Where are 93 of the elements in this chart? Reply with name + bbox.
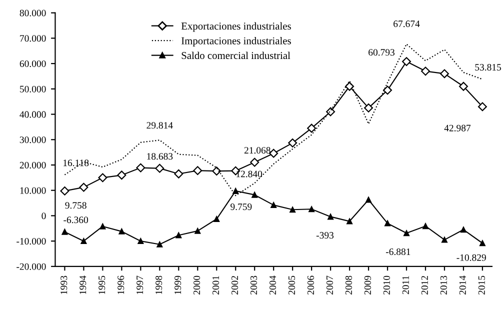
x-tick-label: 2004 [269, 276, 276, 294]
annotation: 12.840 [236, 170, 262, 178]
y-tick-label: 20.000 [20, 162, 46, 169]
point [288, 138, 298, 148]
point [326, 107, 336, 116]
point [176, 232, 182, 238]
x-tick-label: 2010 [383, 276, 390, 294]
point [308, 206, 315, 212]
annotation: -10.829 [456, 254, 486, 261]
point [442, 236, 448, 243]
y-tick-label: 70.000 [20, 35, 46, 42]
point [232, 188, 239, 194]
legend-label: Importaciones industriales [181, 36, 291, 46]
y-tick-label: 30.000 [20, 136, 46, 144]
point [402, 57, 411, 66]
x-tick-label: 2008 [345, 276, 352, 294]
x-tick-label: 1995 [98, 276, 106, 294]
point [307, 124, 316, 133]
point [194, 228, 201, 234]
point [479, 240, 486, 246]
annotation: 42.987 [444, 124, 471, 132]
point [62, 228, 68, 235]
y-tick-label: 10.000 [20, 187, 46, 194]
annotation: -6.360 [64, 216, 88, 224]
point [156, 241, 163, 248]
point [269, 148, 278, 158]
point [212, 166, 222, 176]
x-tick-label: 1996 [118, 276, 124, 294]
point [440, 69, 449, 78]
y-tick-label: 60.000 [20, 60, 46, 68]
x-tick-label: 2002 [231, 276, 238, 294]
x-tick-label: 2005 [288, 276, 296, 294]
x-tick-label: 2014 [459, 276, 466, 294]
x-tick-label: 2003 [250, 276, 258, 294]
point [404, 230, 410, 236]
point [478, 102, 487, 112]
annotation: 29.814 [146, 122, 173, 129]
point [136, 163, 146, 172]
point [383, 86, 392, 95]
annotation: -393 [316, 232, 334, 239]
point [460, 226, 466, 233]
point [422, 223, 428, 230]
annotation: 18.683 [147, 153, 173, 160]
y-tick-label: 40.000 [20, 111, 46, 118]
point [290, 206, 296, 213]
annotation: 67.674 [394, 20, 420, 28]
annotation: 9.758 [65, 202, 86, 209]
point [193, 166, 202, 176]
point [118, 228, 125, 234]
x-tick-label: 2013 [440, 276, 447, 294]
y-tick-label: 0 [42, 212, 46, 220]
point [384, 220, 391, 226]
x-tick-label: 2015 [478, 276, 485, 294]
point [328, 214, 334, 220]
annotation: 21.068 [244, 147, 270, 154]
y-tick-label: -10.000 [16, 238, 46, 245]
point [458, 82, 468, 91]
annotation: 9.759 [230, 204, 252, 210]
x-tick-label: 1998 [156, 276, 162, 294]
point [174, 169, 184, 178]
point [364, 103, 374, 112]
point [366, 196, 372, 203]
y-tick-label: -20.000 [16, 263, 46, 270]
point [100, 223, 106, 230]
point [79, 182, 88, 192]
point [346, 218, 353, 224]
point [250, 158, 260, 167]
point [345, 82, 354, 91]
x-tick-label: 1999 [174, 276, 182, 294]
y-tick-label: 50.000 [20, 86, 46, 92]
annotation: 16.118 [63, 160, 89, 166]
x-tick-label: 1994 [80, 276, 86, 294]
point [155, 164, 164, 173]
point [60, 186, 70, 196]
legend-label: Exportaciones industriales [181, 22, 291, 32]
annotation: -6.881 [386, 248, 410, 256]
x-tick-label: 2009 [364, 276, 371, 294]
x-tick-label: 2011 [402, 276, 409, 294]
annotation: 53.815 [475, 64, 502, 71]
x-tick-label: 2001 [212, 276, 220, 294]
point [421, 66, 430, 76]
legend-label: Saldo comercial industrial [182, 52, 290, 60]
x-tick-label: 1993 [60, 276, 68, 294]
x-tick-label: 2007 [326, 276, 333, 294]
x-tick-label: 2000 [194, 276, 200, 294]
x-tick-label: 2012 [421, 276, 428, 294]
y-tick-label: 80.000 [20, 10, 46, 16]
annotation: 60.793 [368, 49, 394, 56]
x-tick-label: 1997 [136, 276, 144, 294]
point [98, 173, 108, 182]
x-tick-label: 2006 [307, 276, 314, 294]
point [252, 192, 258, 198]
point [117, 170, 126, 180]
